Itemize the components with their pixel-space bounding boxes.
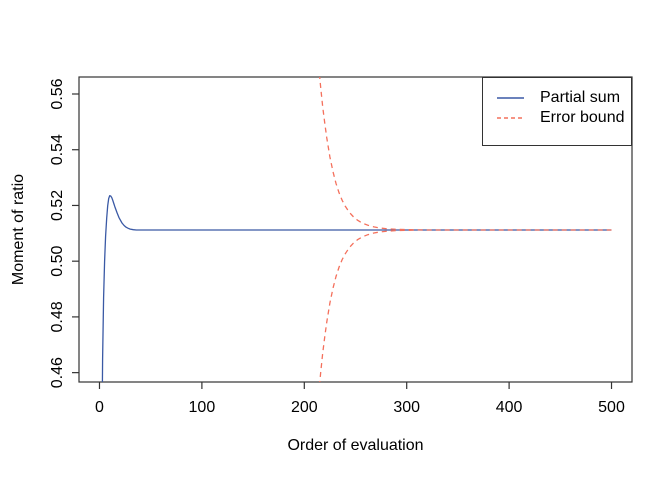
series-error-bound-line: [319, 77, 612, 231]
plot-border: [78, 76, 633, 383]
y-axis-title: Moment of ratio: [10, 173, 27, 286]
x-tick-label: 400: [496, 399, 523, 416]
y-tick-label: 0.52: [49, 190, 66, 221]
legend-label-partial-sum: Partial sum: [540, 89, 621, 106]
x-axis-title: Order of evaluation: [287, 437, 424, 454]
error-bound-line-sample: [497, 117, 524, 119]
y-tick-label: 0.46: [49, 357, 66, 388]
x-tick-label: 500: [598, 399, 625, 416]
y-tick-label: 0.50: [49, 246, 66, 277]
series-error-bound-line: [319, 229, 417, 382]
x-tick-label: 100: [189, 399, 216, 416]
x-tick-label: 200: [291, 399, 318, 416]
legend-label-error-bound: Error bound: [540, 109, 625, 126]
y-tick-label: 0.54: [49, 134, 66, 165]
partial-sum-line-sample: [497, 97, 524, 99]
y-tick-label: 0.48: [49, 301, 66, 332]
legend-item-partial-sum: Partial sum: [483, 88, 631, 108]
x-tick-label: 300: [393, 399, 420, 416]
legend-item-error-bound: Error bound: [483, 108, 631, 128]
legend: Partial sum Error bound: [482, 77, 632, 146]
series-partial-sum-line: [101, 195, 612, 382]
x-tick-label: 0: [95, 399, 104, 416]
y-tick-label: 0.56: [49, 78, 66, 109]
